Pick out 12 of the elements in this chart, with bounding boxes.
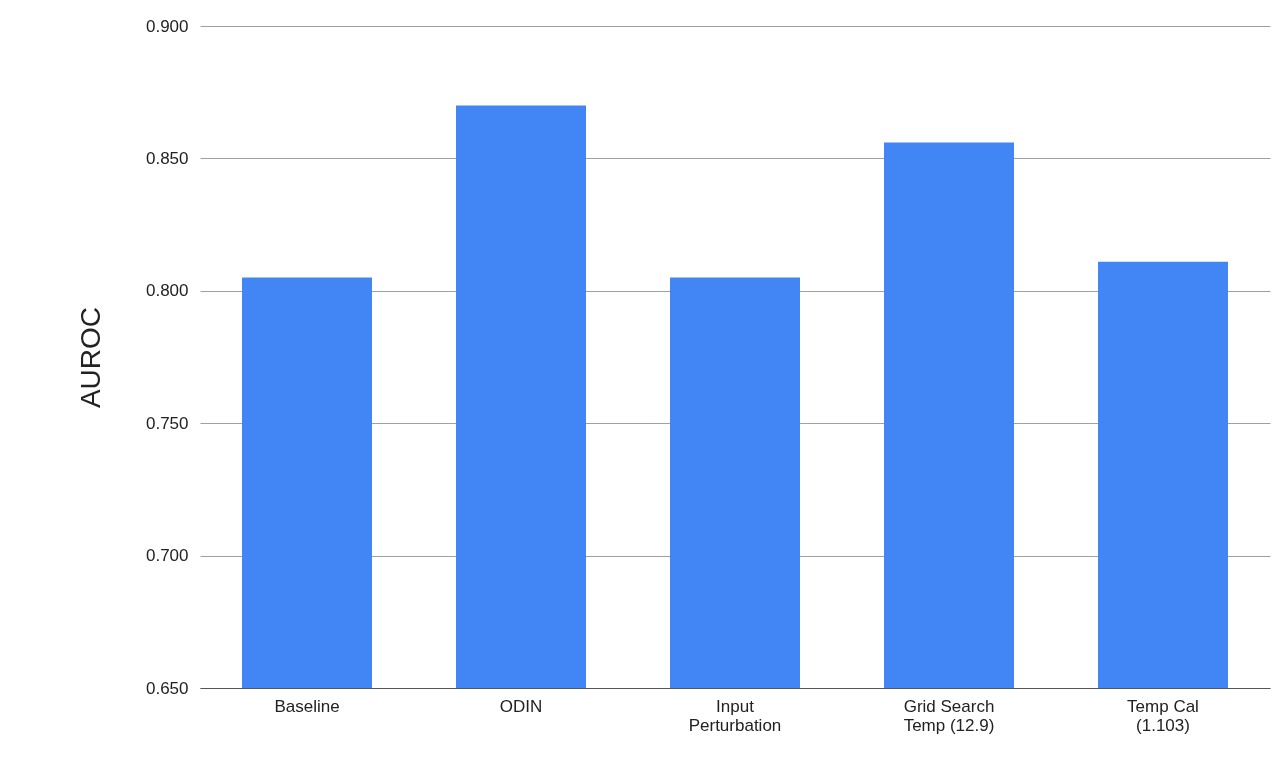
y-axis-title: AUROC: [74, 306, 106, 409]
x-tick-label: Grid Search Temp (12.9): [903, 696, 995, 735]
y-tick-label: 0.700: [145, 546, 189, 566]
x-tick-label: Temp Cal (1.103): [1127, 696, 1199, 735]
x-tick-label: ODIN: [499, 696, 543, 716]
y-tick-label: 0.800: [145, 281, 189, 301]
y-tick-label: 0.650: [145, 678, 189, 698]
x-tick-label: Input Perturbation: [688, 696, 782, 735]
y-tick-label: 0.900: [145, 16, 189, 36]
x-tick-label: Baseline: [274, 696, 340, 716]
y-tick-label: 0.850: [145, 148, 189, 168]
y-tick-label: 0.750: [145, 413, 189, 433]
